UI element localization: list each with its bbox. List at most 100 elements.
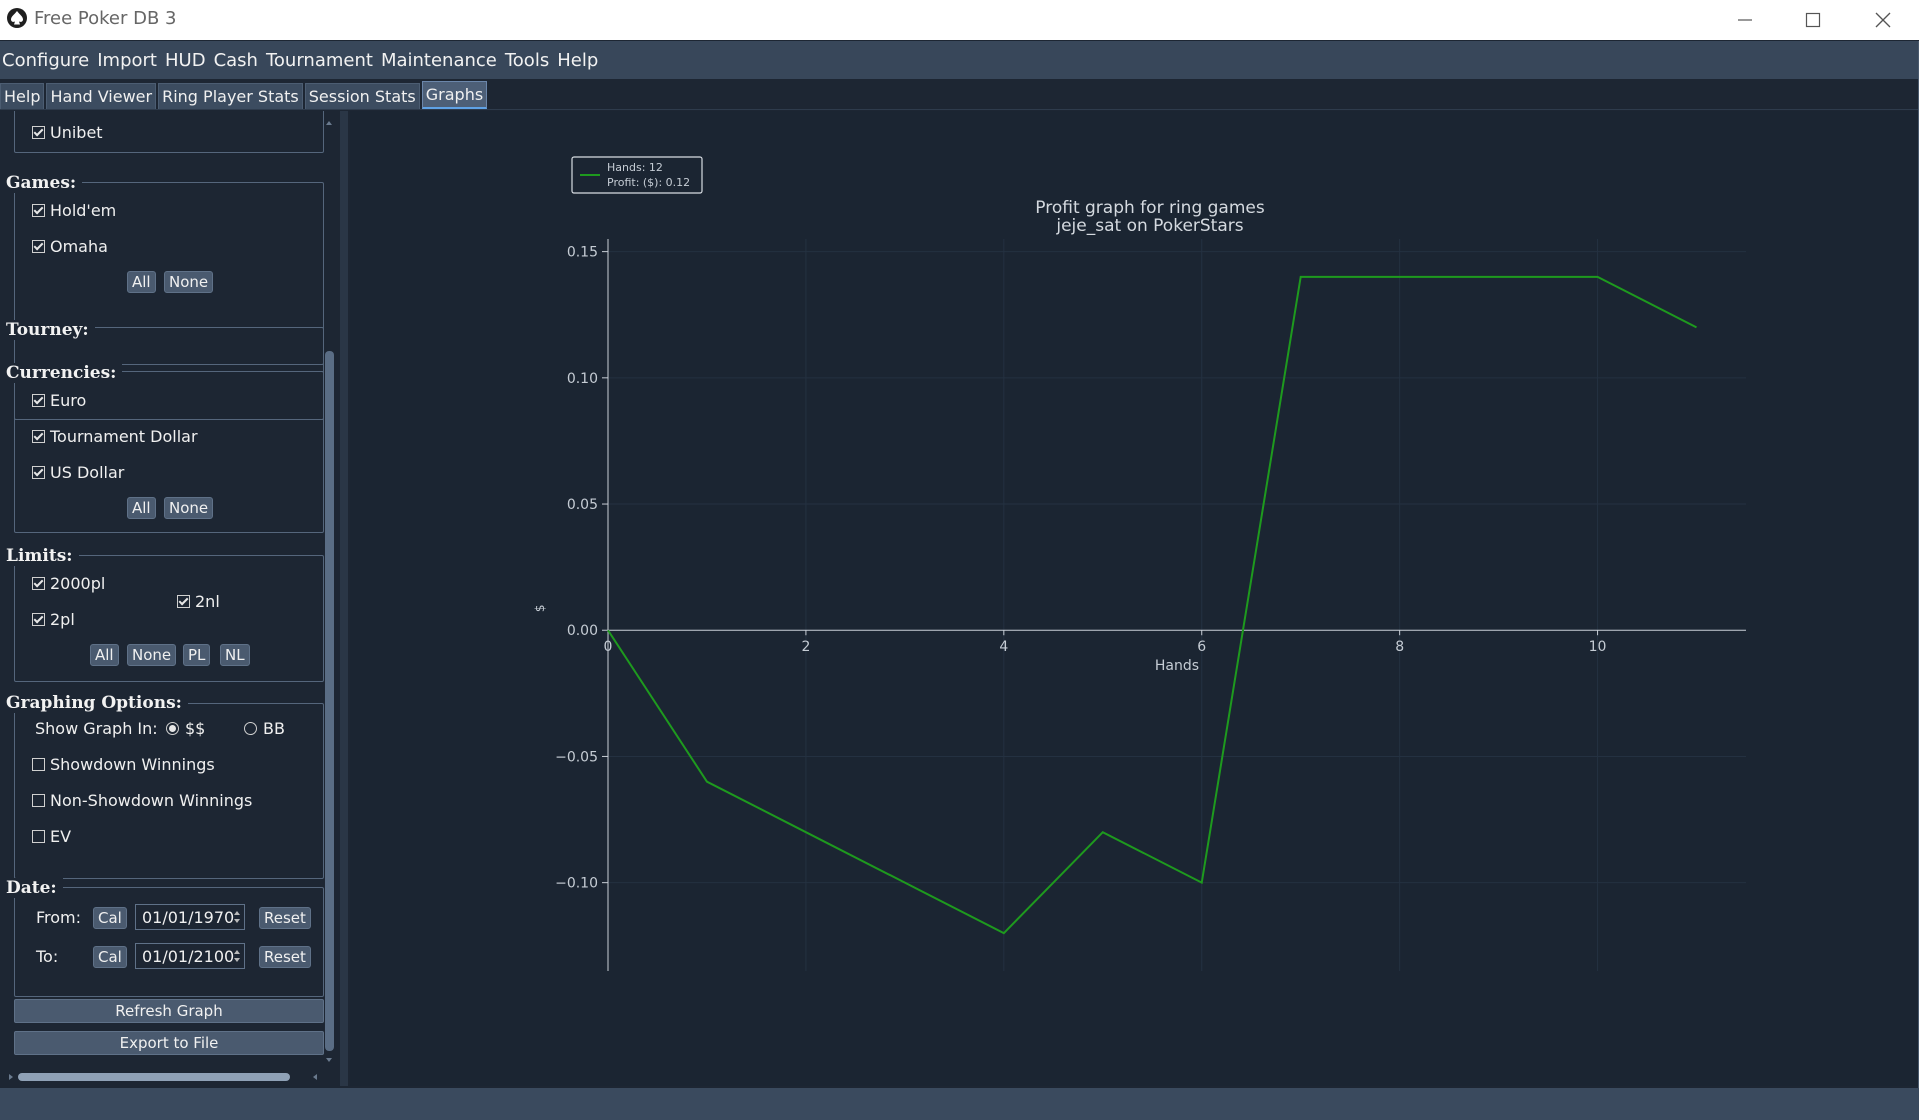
tab-session-stats[interactable]: Session Stats: [304, 83, 420, 109]
menu-tournament[interactable]: Tournament: [265, 49, 373, 71]
currency-checkbox-tournament-dollar[interactable]: Tournament Dollar: [32, 427, 198, 446]
showdown-winnings-checkbox[interactable]: Showdown Winnings: [32, 755, 215, 774]
from-date-input[interactable]: 01/01/1970: [135, 904, 245, 930]
radio-label: $$: [185, 719, 206, 738]
menu-help[interactable]: Help: [557, 49, 599, 71]
checkbox-box[interactable]: [32, 240, 45, 253]
currency-checkbox-us-dollar[interactable]: US Dollar: [32, 463, 124, 482]
checkbox-label: Showdown Winnings: [50, 755, 215, 774]
site-checkbox-unibet[interactable]: Unibet: [32, 123, 103, 142]
date-spinner-icon[interactable]: [232, 907, 242, 927]
ev-checkbox[interactable]: EV: [32, 827, 71, 846]
from-date-value: 01/01/1970: [142, 908, 235, 927]
sites-group: [14, 111, 324, 153]
menu-cash[interactable]: Cash: [213, 49, 258, 71]
limit-checkbox-2nl[interactable]: 2nl: [177, 592, 220, 611]
spade-app-icon: [6, 7, 28, 29]
currency-label: Tournament Dollar: [50, 427, 198, 446]
games-none-button[interactable]: None: [164, 271, 214, 293]
from-reset-button[interactable]: Reset: [259, 907, 311, 929]
y-tick-label: 0.05: [567, 497, 598, 513]
y-tick-label: −0.10: [555, 876, 598, 892]
close-button[interactable]: [1848, 0, 1918, 40]
show-graph-in-label: Show Graph In:: [35, 719, 158, 738]
date-title: Date:: [6, 878, 63, 898]
menu-import[interactable]: Import: [97, 49, 157, 71]
export-to-file-button[interactable]: Export to File: [14, 1031, 324, 1055]
checkbox-box[interactable]: [32, 204, 45, 217]
limit-label: 2nl: [195, 592, 220, 611]
to-reset-button[interactable]: Reset: [259, 946, 311, 968]
game-checkbox-omaha[interactable]: Omaha: [32, 237, 108, 256]
tab-graphs[interactable]: Graphs: [421, 81, 488, 109]
x-axis-label: Hands: [1155, 658, 1199, 674]
checkbox-box[interactable]: [32, 758, 45, 771]
maximize-button[interactable]: [1778, 0, 1848, 40]
legend-box: [571, 156, 703, 194]
show-in-bb-radio[interactable]: BB: [244, 719, 285, 738]
limits-pl-button[interactable]: PL: [183, 644, 211, 666]
panel-splitter[interactable]: [340, 111, 348, 1086]
menu-maintenance[interactable]: Maintenance: [380, 49, 497, 71]
x-tick-label: 0: [604, 639, 613, 655]
currencies-none-button[interactable]: None: [164, 497, 214, 519]
game-checkbox-holdem[interactable]: Hold'em: [32, 201, 116, 220]
games-all-button[interactable]: All: [127, 271, 156, 293]
horizontal-scrollbar-thumb[interactable]: [18, 1073, 290, 1081]
limits-nl-button[interactable]: NL: [220, 644, 250, 666]
menu-tools[interactable]: Tools: [504, 49, 550, 71]
checkbox-box[interactable]: [32, 394, 45, 407]
minimize-icon: [1738, 19, 1752, 21]
currencies-all-button[interactable]: All: [127, 497, 156, 519]
to-date-input[interactable]: 01/01/2100: [135, 943, 245, 969]
show-in-dollars-radio[interactable]: $$: [166, 719, 205, 738]
date-spinner-icon[interactable]: [232, 946, 242, 966]
radio-indicator[interactable]: [244, 722, 257, 735]
vertical-scrollbar[interactable]: [323, 119, 335, 1064]
horizontal-scrollbar[interactable]: [8, 1071, 318, 1083]
from-cal-button[interactable]: Cal: [93, 907, 127, 929]
refresh-graph-button[interactable]: Refresh Graph: [14, 999, 324, 1023]
x-tick-label: 6: [1197, 639, 1206, 655]
limits-all-button[interactable]: All: [90, 644, 119, 666]
checkbox-box[interactable]: [177, 595, 190, 608]
non-showdown-winnings-checkbox[interactable]: Non-Showdown Winnings: [32, 791, 252, 810]
limit-checkbox-2000pl[interactable]: 2000pl: [32, 574, 105, 593]
to-cal-button[interactable]: Cal: [93, 946, 127, 968]
checkbox-box[interactable]: [32, 794, 45, 807]
game-label: Hold'em: [50, 201, 117, 220]
status-bar: [0, 1088, 1919, 1120]
y-tick-label: 0.15: [567, 245, 598, 261]
game-label: Omaha: [50, 237, 108, 256]
legend-entry: Profit: ($): 0.12: [607, 176, 690, 189]
menu-configure[interactable]: Configure: [2, 49, 90, 71]
y-tick-label: 0.10: [567, 371, 598, 387]
window-title: Free Poker DB 3: [34, 8, 177, 29]
currency-checkbox-euro[interactable]: Euro: [32, 391, 86, 410]
radio-indicator[interactable]: [166, 722, 179, 735]
graph-area: 0.15 0.10 0.05 0.00 −0.05 −0.10 0 2 4 6 8 10 Hands $ P…: [350, 111, 1919, 1086]
checkbox-box[interactable]: [32, 430, 45, 443]
currencies-group: [14, 371, 324, 533]
checkbox-box[interactable]: [32, 613, 45, 626]
tab-ring-player-stats[interactable]: Ring Player Stats: [158, 83, 303, 109]
tab-help[interactable]: Help: [0, 83, 45, 109]
to-date-value: 01/01/2100: [142, 947, 235, 966]
menu-hud[interactable]: HUD: [165, 49, 206, 71]
limit-label: 2pl: [50, 610, 75, 629]
chart-title: Profit graph for ring games: [1035, 198, 1265, 218]
maximize-icon: [1805, 12, 1821, 28]
minimize-button[interactable]: [1710, 0, 1780, 40]
y-tick-label: −0.05: [555, 749, 598, 765]
checkbox-box[interactable]: [32, 830, 45, 843]
checkbox-box[interactable]: [32, 577, 45, 590]
limits-none-button[interactable]: None: [127, 644, 177, 666]
games-group: [14, 182, 324, 420]
limit-checkbox-2pl[interactable]: 2pl: [32, 610, 75, 629]
checkbox-box[interactable]: [32, 466, 45, 479]
vertical-scrollbar-thumb[interactable]: [325, 351, 334, 1051]
y-tick-label: 0.00: [567, 623, 598, 639]
currency-label: Euro: [50, 391, 87, 410]
tab-hand-viewer[interactable]: Hand Viewer: [46, 83, 157, 109]
checkbox-box[interactable]: [32, 126, 45, 139]
